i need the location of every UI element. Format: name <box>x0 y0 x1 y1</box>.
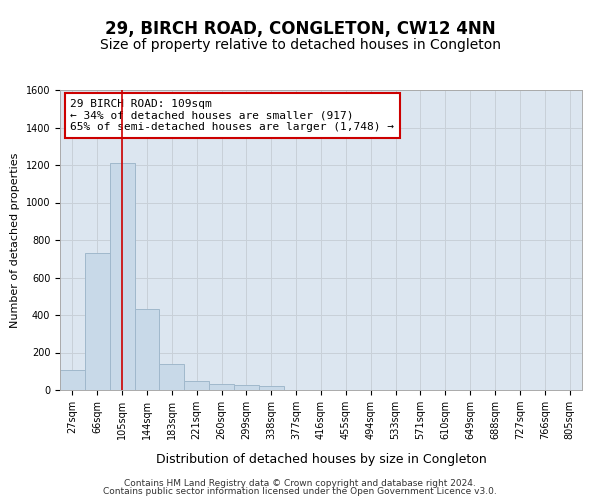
Bar <box>259 386 284 390</box>
Text: Contains HM Land Registry data © Crown copyright and database right 2024.: Contains HM Land Registry data © Crown c… <box>124 478 476 488</box>
Bar <box>234 386 259 390</box>
Text: Size of property relative to detached houses in Congleton: Size of property relative to detached ho… <box>100 38 500 52</box>
Text: Contains public sector information licensed under the Open Government Licence v3: Contains public sector information licen… <box>103 487 497 496</box>
Bar <box>160 364 184 390</box>
Text: 29, BIRCH ROAD, CONGLETON, CW12 4NN: 29, BIRCH ROAD, CONGLETON, CW12 4NN <box>104 20 496 38</box>
Text: 29 BIRCH ROAD: 109sqm
← 34% of detached houses are smaller (917)
65% of semi-det: 29 BIRCH ROAD: 109sqm ← 34% of detached … <box>70 99 394 132</box>
Bar <box>184 380 209 390</box>
Bar <box>209 384 234 390</box>
Bar <box>110 163 134 390</box>
Bar <box>60 370 85 390</box>
Bar <box>134 310 160 390</box>
Y-axis label: Number of detached properties: Number of detached properties <box>10 152 20 328</box>
Bar <box>85 253 110 390</box>
X-axis label: Distribution of detached houses by size in Congleton: Distribution of detached houses by size … <box>155 453 487 466</box>
